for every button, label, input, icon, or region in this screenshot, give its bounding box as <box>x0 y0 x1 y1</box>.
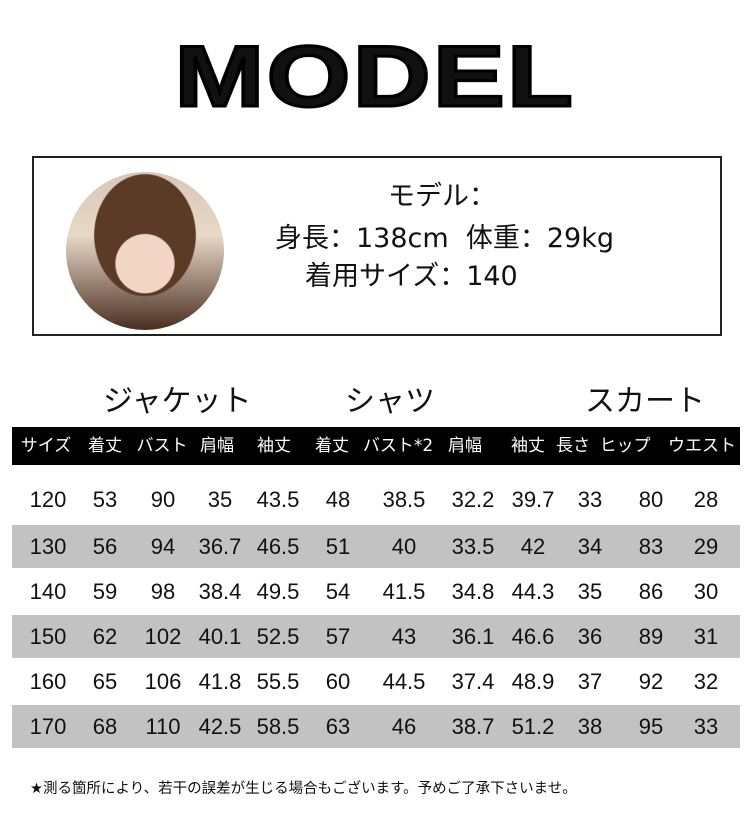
model-label: モデル： <box>388 181 496 212</box>
table-cell: 120 <box>29 487 67 512</box>
table-cell: 32 <box>693 669 719 694</box>
table-cell: 39.7 <box>511 487 555 512</box>
table-cell: 150 <box>29 624 67 649</box>
table-cell: 53 <box>92 487 118 512</box>
table-cell: 33.5 <box>451 534 495 559</box>
column-header: 着丈 <box>315 436 349 456</box>
model-avatar <box>66 172 224 330</box>
table-cell: 59 <box>92 579 118 604</box>
table-cell: 46.5 <box>256 534 300 559</box>
table-cell: 38.5 <box>382 487 426 512</box>
table-cell: 48.9 <box>511 669 555 694</box>
table-cell: 140 <box>29 579 67 604</box>
section-skirt: スカート <box>585 384 705 419</box>
column-header: 着丈 <box>88 436 122 456</box>
table-cell: 40 <box>391 534 417 559</box>
table-cell: 49.5 <box>256 579 300 604</box>
column-header: ウエスト <box>668 436 736 456</box>
table-cell: 170 <box>29 714 67 739</box>
table-cell: 35 <box>577 579 603 604</box>
table-cell: 86 <box>638 579 664 604</box>
row-stripe <box>12 705 740 748</box>
table-cell: 92 <box>638 669 664 694</box>
page-title: MODEL <box>173 29 576 125</box>
table-cell: 130 <box>29 534 67 559</box>
table-cell: 106 <box>144 669 182 694</box>
table-cell: 160 <box>29 669 67 694</box>
table-cell: 48 <box>325 487 351 512</box>
table-cell: 46 <box>391 714 417 739</box>
table-cell: 41.5 <box>382 579 426 604</box>
table-cell: 90 <box>150 487 176 512</box>
section-jacket: ジャケット <box>103 384 252 419</box>
table-cell: 55.5 <box>256 669 300 694</box>
column-header: 袖丈 <box>511 436 545 456</box>
row-stripe <box>12 525 740 568</box>
table-cell: 42 <box>520 534 546 559</box>
column-header: バスト*2 <box>362 436 434 456</box>
table-cell: 57 <box>325 624 351 649</box>
table-cell: 33 <box>693 714 719 739</box>
model-size-worn: 着用サイズ：140 <box>305 261 518 292</box>
table-cell: 31 <box>693 624 719 649</box>
model-stats: 身長：138cm 体重：29kg <box>275 223 614 254</box>
table-cell: 38.4 <box>198 579 242 604</box>
table-cell: 28 <box>693 487 719 512</box>
table-cell: 29 <box>693 534 719 559</box>
row-stripe <box>12 615 740 658</box>
table-cell: 37.4 <box>451 669 495 694</box>
table-cell: 33 <box>577 487 603 512</box>
table-cell: 51.2 <box>511 714 555 739</box>
table-cell: 58.5 <box>256 714 300 739</box>
table-cell: 56 <box>92 534 118 559</box>
table-cell: 36.7 <box>198 534 242 559</box>
table-cell: 43.5 <box>256 487 300 512</box>
section-shirt: シャツ <box>345 384 435 419</box>
table-cell: 83 <box>638 534 664 559</box>
table-cell: 44.3 <box>511 579 555 604</box>
column-header: バスト <box>136 436 188 456</box>
table-cell: 36 <box>577 624 603 649</box>
table-cell: 89 <box>638 624 664 649</box>
table-cell: 36.1 <box>451 624 495 649</box>
table-header-bar <box>12 427 740 465</box>
table-cell: 65 <box>92 669 118 694</box>
table-cell: 38.7 <box>451 714 495 739</box>
table-cell: 46.6 <box>511 624 555 649</box>
table-cell: 38 <box>577 714 603 739</box>
table-cell: 63 <box>325 714 351 739</box>
table-cell: 102 <box>144 624 182 649</box>
column-header: ヒップ <box>599 436 651 456</box>
table-cell: 94 <box>150 534 176 559</box>
table-cell: 62 <box>92 624 118 649</box>
table-cell: 68 <box>92 714 118 739</box>
table-cell: 32.2 <box>451 487 495 512</box>
table-cell: 43 <box>391 624 417 649</box>
table-cell: 110 <box>145 714 181 739</box>
table-cell: 34 <box>577 534 603 559</box>
table-cell: 60 <box>325 669 351 694</box>
model-profile-box <box>32 156 722 336</box>
table-cell: 34.8 <box>451 579 495 604</box>
column-header: 肩幅 <box>200 436 234 456</box>
table-cell: 35 <box>207 487 233 512</box>
table-cell: 42.5 <box>198 714 242 739</box>
table-cell: 40.1 <box>198 624 242 649</box>
table-cell: 30 <box>693 579 719 604</box>
footnote: ★測る箇所により、若干の誤差が生じる場合もございます。予めご了承下さいませ。 <box>30 781 577 797</box>
table-cell: 52.5 <box>256 624 300 649</box>
column-header: 肩幅 <box>448 436 482 456</box>
table-cell: 98 <box>150 579 176 604</box>
column-header: 袖丈 <box>257 436 291 456</box>
table-cell: 54 <box>325 579 351 604</box>
table-cell: 37 <box>577 669 603 694</box>
column-header: サイズ <box>20 436 72 456</box>
table-cell: 41.8 <box>198 669 242 694</box>
table-cell: 51 <box>325 534 351 559</box>
table-cell: 95 <box>638 714 664 739</box>
table-cell: 80 <box>638 487 664 512</box>
table-cell: 44.5 <box>382 669 426 694</box>
column-header: 長さ <box>556 436 590 456</box>
